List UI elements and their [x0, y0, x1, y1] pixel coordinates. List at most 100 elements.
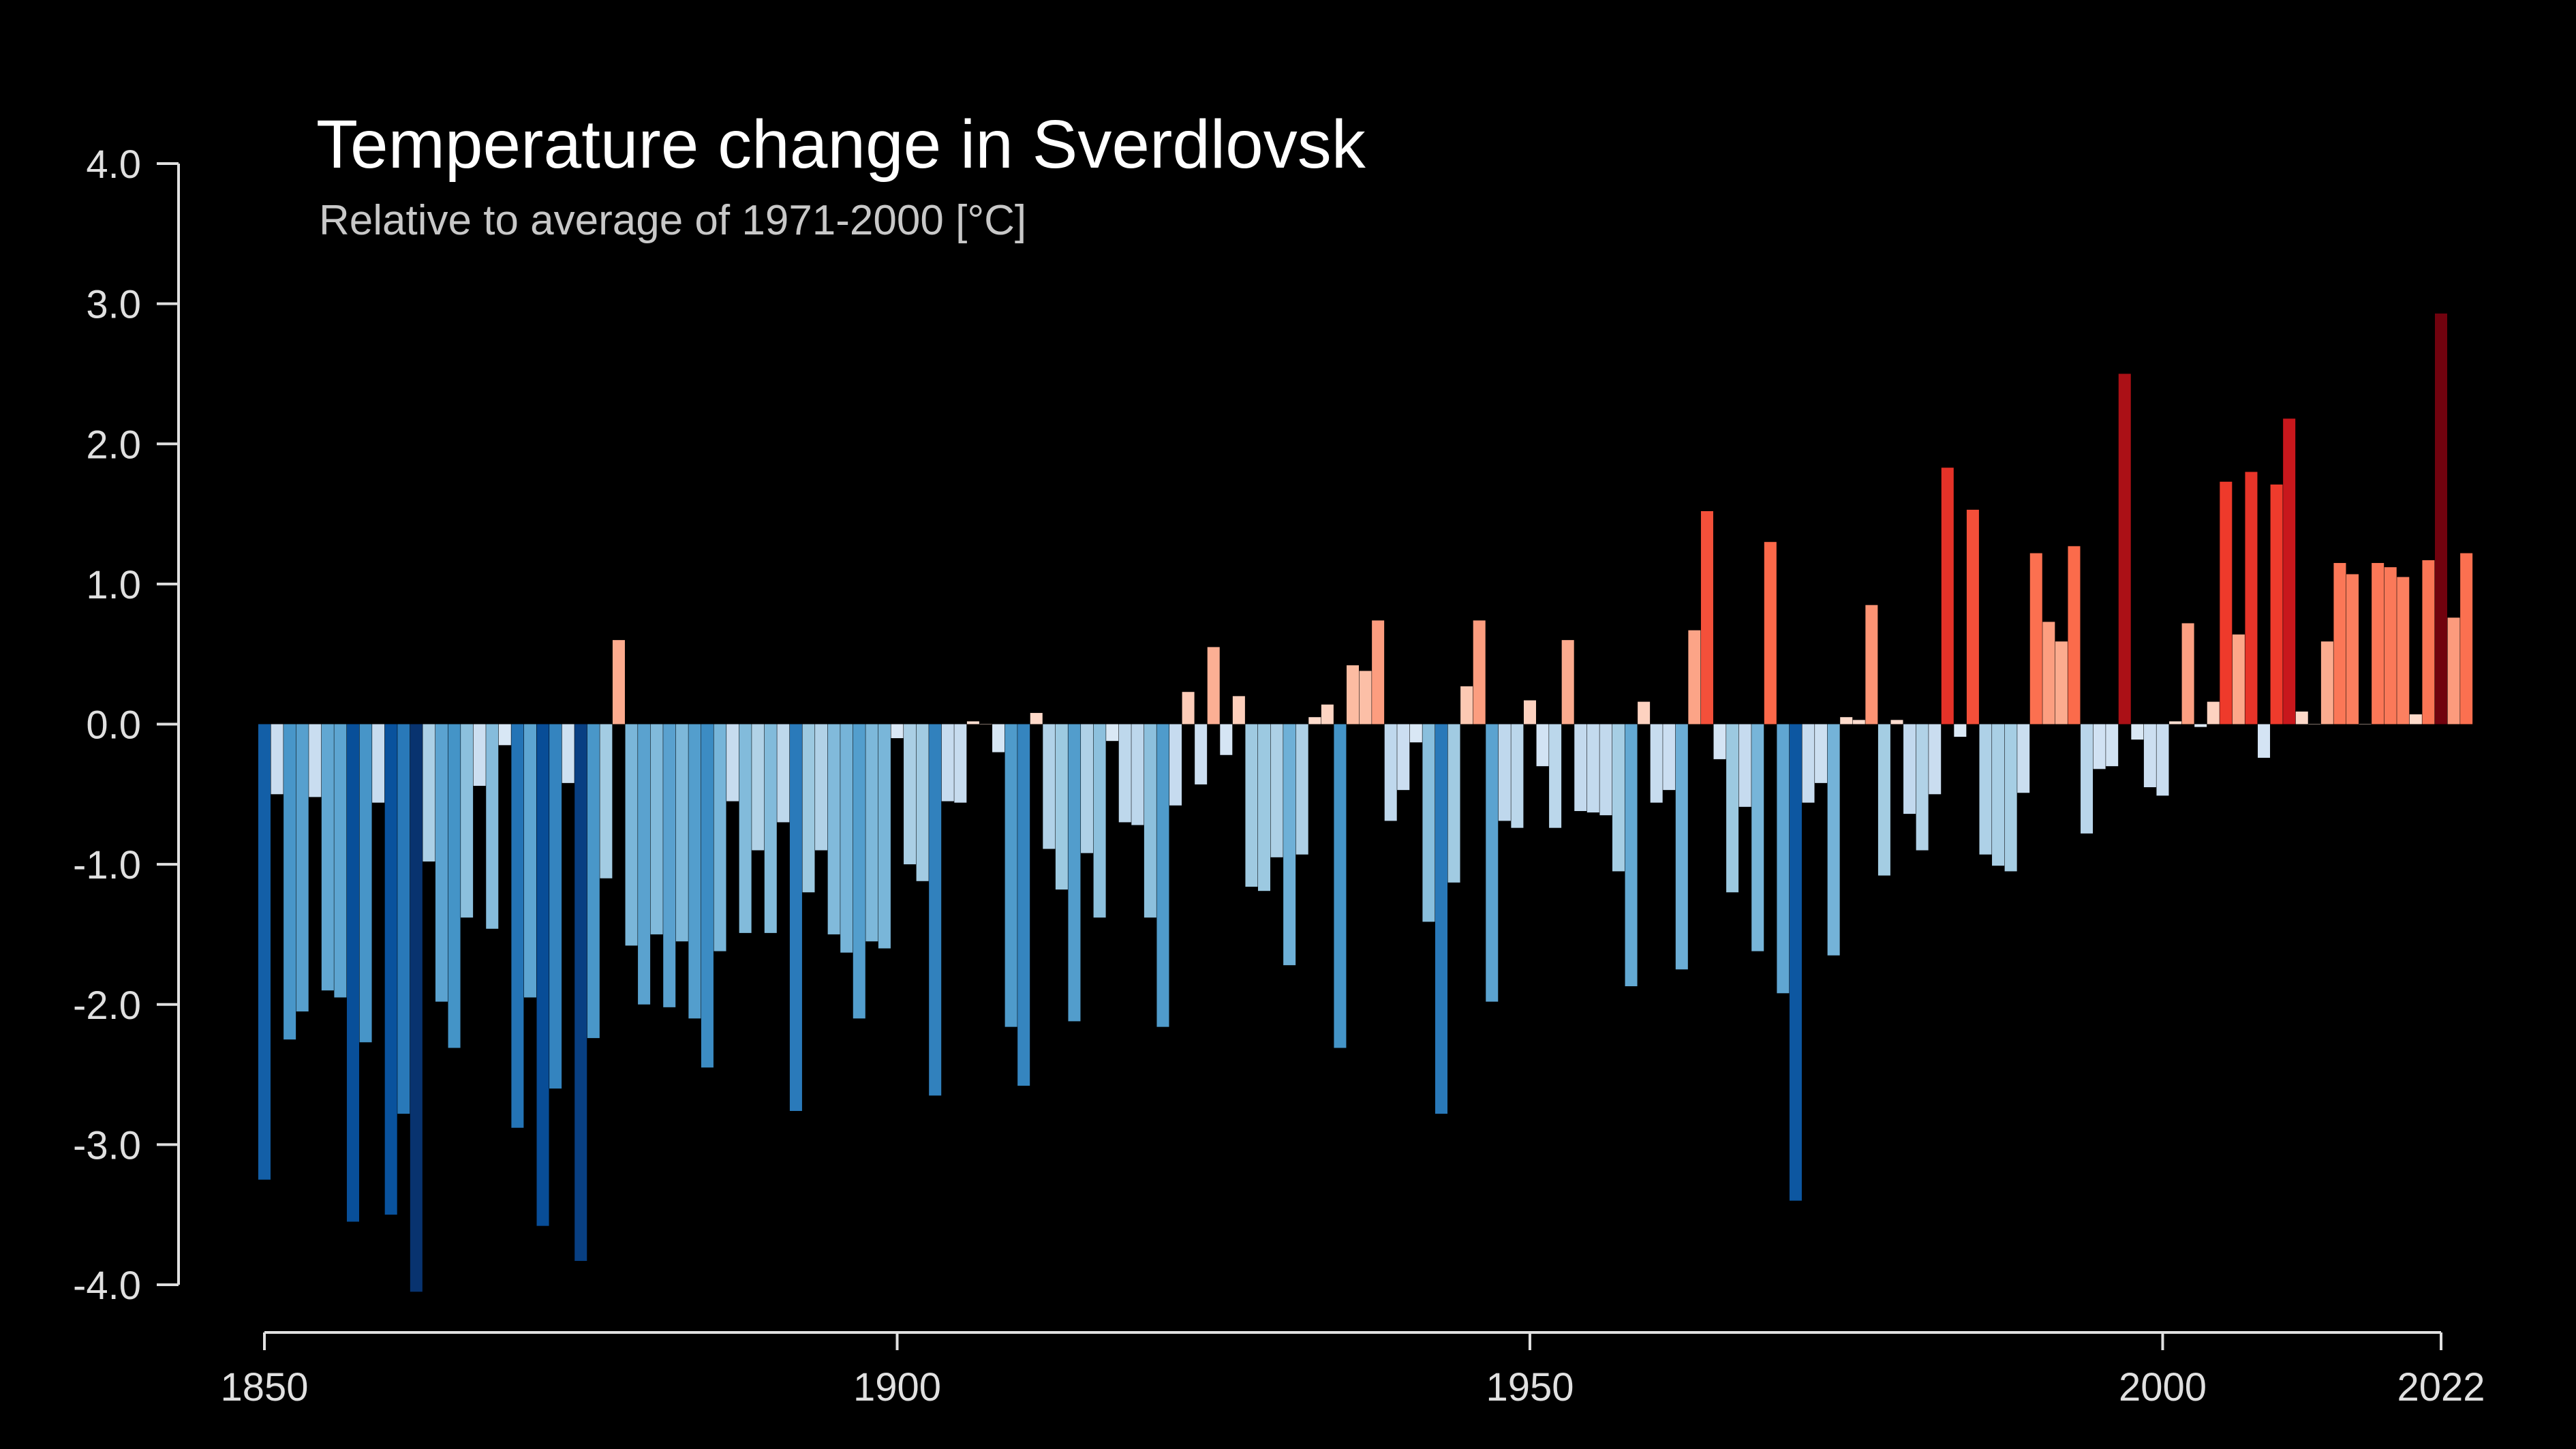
bar-1874	[562, 724, 574, 783]
bar-1972	[1802, 724, 1815, 803]
bar-2016	[2359, 724, 2372, 725]
bar-1990	[2029, 553, 2042, 724]
y-tick-label: 0.0	[86, 703, 141, 748]
bar-1952	[1549, 724, 1562, 828]
bar-1935	[1334, 724, 1347, 1048]
bar-1921	[1156, 724, 1169, 1027]
bar-1861	[397, 724, 410, 1114]
bar-1865	[448, 724, 461, 1048]
bar-1857	[346, 724, 359, 1222]
bar-2001	[2169, 721, 2182, 724]
bar-2003	[2194, 724, 2207, 727]
bar-1907	[979, 724, 992, 725]
bar-1932	[1295, 724, 1308, 855]
bar-1986	[1979, 724, 1992, 855]
y-tick-label: -4.0	[73, 1264, 141, 1308]
chart-subtitle: Relative to average of 1971-2000 [°C]	[319, 197, 1027, 244]
bar-1899	[878, 724, 891, 949]
bar-1944	[1447, 724, 1460, 883]
bar-1914	[1068, 724, 1081, 1022]
bar-1897	[853, 724, 865, 1019]
bar-1895	[827, 724, 840, 934]
bar-1928	[1245, 724, 1258, 887]
bar-1970	[1777, 724, 1790, 994]
bar-1957	[1612, 724, 1625, 872]
x-tick-label: 1900	[853, 1365, 941, 1409]
bar-1939	[1384, 724, 1397, 821]
y-tick-label: -1.0	[73, 843, 141, 887]
bar-1910	[1017, 724, 1030, 1086]
x-tick-label: 1950	[1486, 1365, 1574, 1409]
bar-1985	[1966, 509, 1979, 724]
x-tick-label: 2000	[2119, 1365, 2207, 1409]
bar-1880	[638, 724, 651, 1005]
bar-1853	[296, 724, 309, 1012]
bar-1886	[714, 724, 726, 951]
bar-1916	[1093, 724, 1106, 918]
bar-1929	[1258, 724, 1271, 891]
y-tick-label: -2.0	[73, 983, 141, 1028]
bar-1956	[1599, 724, 1612, 816]
bar-1893	[802, 724, 815, 893]
bar-1980	[1903, 724, 1916, 814]
y-tick-label: 3.0	[86, 283, 141, 327]
bar-1919	[1131, 724, 1144, 825]
bar-1947	[1486, 724, 1499, 1002]
bar-1871	[523, 724, 536, 998]
bar-1856	[334, 724, 347, 998]
bar-1941	[1409, 724, 1422, 743]
bar-1913	[1055, 724, 1068, 890]
bar-2023	[2447, 617, 2460, 724]
bar-1868	[486, 724, 499, 929]
bar-1953	[1561, 640, 1574, 724]
bar-1949	[1511, 724, 1524, 828]
bar-1888	[739, 724, 752, 933]
bar-2006	[2232, 634, 2245, 724]
bar-2004	[2207, 701, 2220, 724]
bar-1965	[1713, 724, 1726, 759]
bar-1898	[865, 724, 878, 942]
bar-1998	[2131, 724, 2144, 740]
bars-group	[258, 314, 2473, 1292]
bar-1931	[1283, 724, 1296, 966]
bar-1854	[309, 724, 322, 797]
bar-1967	[1738, 724, 1751, 807]
bar-1995	[2093, 724, 2106, 769]
bar-1959	[1638, 701, 1651, 724]
bar-1962	[1675, 724, 1688, 970]
bar-1937	[1359, 671, 1372, 724]
bar-1940	[1397, 724, 1410, 791]
bar-1978	[1877, 724, 1890, 876]
bar-1858	[359, 724, 372, 1043]
bar-1926	[1220, 724, 1233, 755]
bar-1975	[1840, 717, 1853, 724]
bar-1930	[1270, 724, 1283, 857]
bar-1979	[1890, 720, 1903, 724]
bar-1882	[663, 724, 676, 1007]
bar-1950	[1523, 700, 1536, 724]
bar-1905	[954, 724, 967, 803]
bar-1999	[2143, 724, 2156, 788]
bar-1934	[1321, 704, 1334, 724]
bar-1987	[1992, 724, 2005, 866]
bar-1976	[1852, 720, 1865, 724]
bar-1922	[1169, 724, 1182, 806]
bar-1855	[321, 724, 334, 991]
bar-1971	[1789, 724, 1802, 1201]
bar-1890	[764, 724, 777, 933]
bar-1958	[1625, 724, 1638, 987]
bar-2022	[2434, 314, 2447, 724]
bar-2013	[2320, 641, 2333, 724]
bar-2005	[2220, 481, 2233, 724]
bar-1923	[1182, 692, 1195, 724]
bar-1992	[2055, 641, 2068, 724]
bar-1891	[777, 724, 790, 823]
bar-1873	[549, 724, 562, 1089]
bar-2018	[2384, 567, 2397, 724]
bar-2019	[2397, 577, 2410, 724]
bar-1996	[2106, 724, 2119, 767]
bar-1951	[1536, 724, 1549, 767]
y-axis: 4.0 3.0 2.0 1.0 0.0 -1.0 -2.0 -3.0 -4.0	[73, 142, 180, 1308]
bar-2015	[2346, 574, 2359, 724]
bar-1954	[1574, 724, 1587, 811]
